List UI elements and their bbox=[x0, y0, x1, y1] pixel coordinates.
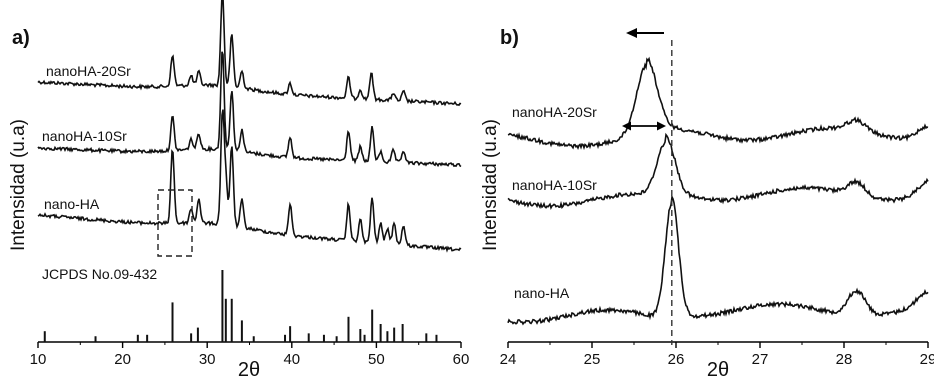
panel-b-tick-label-28: 28 bbox=[836, 351, 853, 368]
panel-b-tick-label-25: 25 bbox=[584, 351, 601, 368]
panel-a-tick-label-10: 10 bbox=[30, 351, 47, 368]
series-label-nanoHA-20Sr: nanoHA-20Sr bbox=[46, 63, 131, 79]
panel-b-tick-label-26: 26 bbox=[668, 351, 685, 368]
panel-b-tick-label-27: 27 bbox=[752, 351, 769, 368]
series-label-b-nano-HA: nano-HA bbox=[514, 285, 570, 301]
panel-b: b) Intensidad (u.a) 2θ 24 25 26 27 28 29 nano… bbox=[480, 27, 934, 376]
trace-b-nano-HA bbox=[507, 194, 929, 326]
panel-a-x-axis-label: 2θ bbox=[238, 359, 260, 376]
panel-a-tick-label-40: 40 bbox=[283, 351, 300, 368]
double-arrow bbox=[622, 121, 666, 131]
series-label-nano-HA: nano-HA bbox=[44, 196, 100, 212]
panel-b-tick-label-24: 24 bbox=[500, 351, 517, 368]
panel-b-x-axis-label: 2θ bbox=[707, 359, 729, 376]
trace-a-nanoHA-20Sr bbox=[37, 0, 462, 107]
trace-b-nanoHA-20Sr bbox=[507, 56, 929, 151]
panel-a-tick-label-30: 30 bbox=[199, 351, 216, 368]
panel-a-tick-label-50: 50 bbox=[368, 351, 385, 368]
panel-a-y-axis-label: Intensidad (u.a) bbox=[8, 119, 29, 251]
trace-a-nanoHA-10Sr bbox=[37, 51, 462, 168]
panel-a: a) Intensidad (u.a) 2θ 10 20 30 40 50 60 JCPD… bbox=[8, 0, 469, 376]
trace-a-nano-HA bbox=[37, 109, 462, 253]
panel-b-y-axis-label: Intensidad (u.a) bbox=[480, 119, 501, 251]
series-label-b-nanoHA-20Sr: nanoHA-20Sr bbox=[512, 104, 597, 120]
reference-label: JCPDS No.09-432 bbox=[42, 266, 157, 282]
panel-a-tick-label-60: 60 bbox=[453, 351, 470, 368]
panel-b-label: b) bbox=[500, 27, 519, 49]
shift-arrow bbox=[626, 28, 664, 38]
trace-b-nanoHA-10Sr bbox=[507, 132, 929, 210]
panel-a-label: a) bbox=[12, 27, 30, 49]
series-label-nanoHA-10Sr: nanoHA-10Sr bbox=[42, 128, 127, 144]
series-label-b-nanoHA-10Sr: nanoHA-10Sr bbox=[512, 177, 597, 193]
panel-b-tick-label-29: 29 bbox=[920, 351, 934, 368]
panel-a-tick-label-20: 20 bbox=[114, 351, 131, 368]
